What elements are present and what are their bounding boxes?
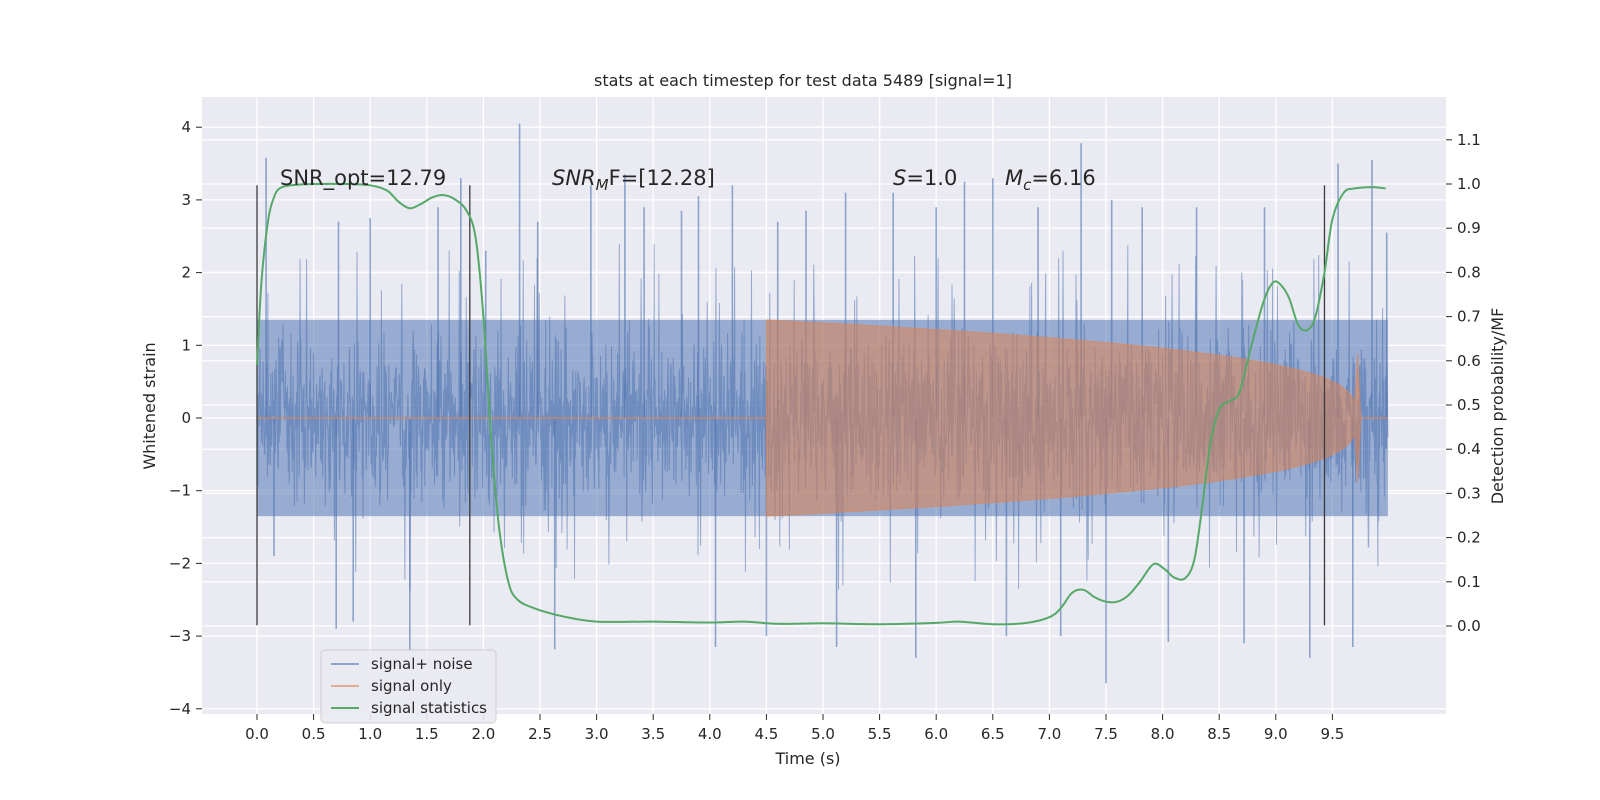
signal-only-series — [257, 319, 1388, 517]
right-y-tick-label: 0.2 — [1457, 529, 1481, 547]
right-y-axis-ticks: 1.1 1.0 0.9 0.8 0.7 0.6 0.5 0.4 0.3 0.2 0.1 0.0 — [1446, 131, 1481, 635]
x-tick-label: 4.0 — [698, 725, 722, 743]
x-tick-label: 7.5 — [1094, 725, 1118, 743]
s-symbol: S — [893, 166, 906, 190]
x-tick-label: 5.0 — [811, 725, 835, 743]
x-tick-label: 3.5 — [641, 725, 665, 743]
left-y-tick-label: −3 — [169, 627, 191, 645]
left-y-tick-label: 3 — [181, 191, 191, 209]
left-y-tick-label: −4 — [169, 700, 191, 718]
x-tick-label: 9.5 — [1320, 725, 1344, 743]
left-y-tick-label: −1 — [169, 482, 191, 500]
legend-label-signal-statistics: signal statistics — [371, 699, 487, 717]
left-y-tick-label: 4 — [181, 118, 191, 136]
x-tick-label: 7.0 — [1037, 725, 1061, 743]
right-y-tick-label: 0.7 — [1457, 308, 1481, 326]
annotation-snr-opt: SNR_opt=12.79 — [280, 166, 446, 191]
snr-mf-value: F=[12.28] — [609, 166, 715, 190]
x-axis-ticks: 0.0 0.5 1.0 1.5 2.0 2.5 3.0 3.5 4.0 4.5 5.0 5.5 6.0 6… — [245, 714, 1344, 743]
x-tick-label: 0.5 — [302, 725, 326, 743]
annotation-mc: Mc=6.16 — [1005, 166, 1096, 194]
right-y-tick-label: 0.1 — [1457, 573, 1481, 591]
vertical-markers — [256, 185, 1326, 626]
x-tick-label: 4.5 — [754, 725, 778, 743]
right-y-tick-label: 0.0 — [1457, 617, 1481, 635]
right-y-tick-label: 0.3 — [1457, 484, 1481, 502]
right-y-tick-label: 1.0 — [1457, 175, 1481, 193]
left-y-axis-ticks: 4 3 2 1 0 −1 −2 −3 −4 — [169, 118, 202, 718]
legend-box — [320, 649, 497, 724]
x-tick-label: 5.5 — [868, 725, 892, 743]
annotation-snr-mf: SNRMF=[12.28] — [552, 166, 715, 194]
x-tick-label: 3.0 — [585, 725, 609, 743]
left-y-tick-label: 2 — [181, 264, 191, 282]
right-y-tick-label: 0.9 — [1457, 219, 1481, 237]
chart-title: stats at each timestep for test data 548… — [594, 71, 1012, 90]
left-y-tick-label: −2 — [169, 554, 191, 572]
legend: signal+ noise signal only signal statist… — [320, 649, 497, 724]
s-value: =1.0 — [906, 166, 957, 190]
x-tick-label: 2.0 — [471, 725, 495, 743]
mc-subscript: c — [1023, 176, 1032, 194]
x-tick-label: 8.5 — [1207, 725, 1231, 743]
right-y-tick-label: 0.6 — [1457, 352, 1481, 370]
signal-statistics-line — [256, 182, 1386, 626]
right-y-tick-label: 0.8 — [1457, 263, 1481, 281]
signal-statistics-series — [256, 182, 1386, 626]
left-y-tick-label: 0 — [181, 409, 191, 427]
snr-mf-symbol: SNR — [552, 166, 596, 190]
annotation-s: S=1.0 — [893, 166, 957, 190]
x-tick-label: 9.0 — [1264, 725, 1288, 743]
x-tick-label: 1.5 — [415, 725, 439, 743]
signal-only-envelope — [765, 319, 1362, 517]
legend-label-signal-only: signal only — [371, 677, 452, 695]
mc-symbol: M — [1005, 166, 1023, 190]
mc-value: =6.16 — [1031, 166, 1095, 190]
right-y-tick-label: 0.5 — [1457, 396, 1481, 414]
left-y-axis-label: Whitened strain — [140, 342, 159, 469]
x-tick-label: 0.0 — [245, 725, 269, 743]
snr-mf-subscript: M — [596, 176, 609, 194]
x-tick-label: 6.0 — [924, 725, 948, 743]
x-tick-label: 2.5 — [528, 725, 552, 743]
legend-label-signal-noise: signal+ noise — [371, 655, 473, 673]
x-tick-label: 6.5 — [981, 725, 1005, 743]
right-y-tick-label: 0.4 — [1457, 440, 1481, 458]
x-tick-label: 1.0 — [358, 725, 382, 743]
left-y-tick-label: 1 — [181, 336, 191, 354]
right-y-tick-label: 1.1 — [1457, 131, 1481, 149]
x-axis-label: Time (s) — [774, 749, 840, 768]
right-y-axis-label: Detection probability/MF — [1488, 308, 1507, 505]
x-tick-label: 8.0 — [1151, 725, 1175, 743]
